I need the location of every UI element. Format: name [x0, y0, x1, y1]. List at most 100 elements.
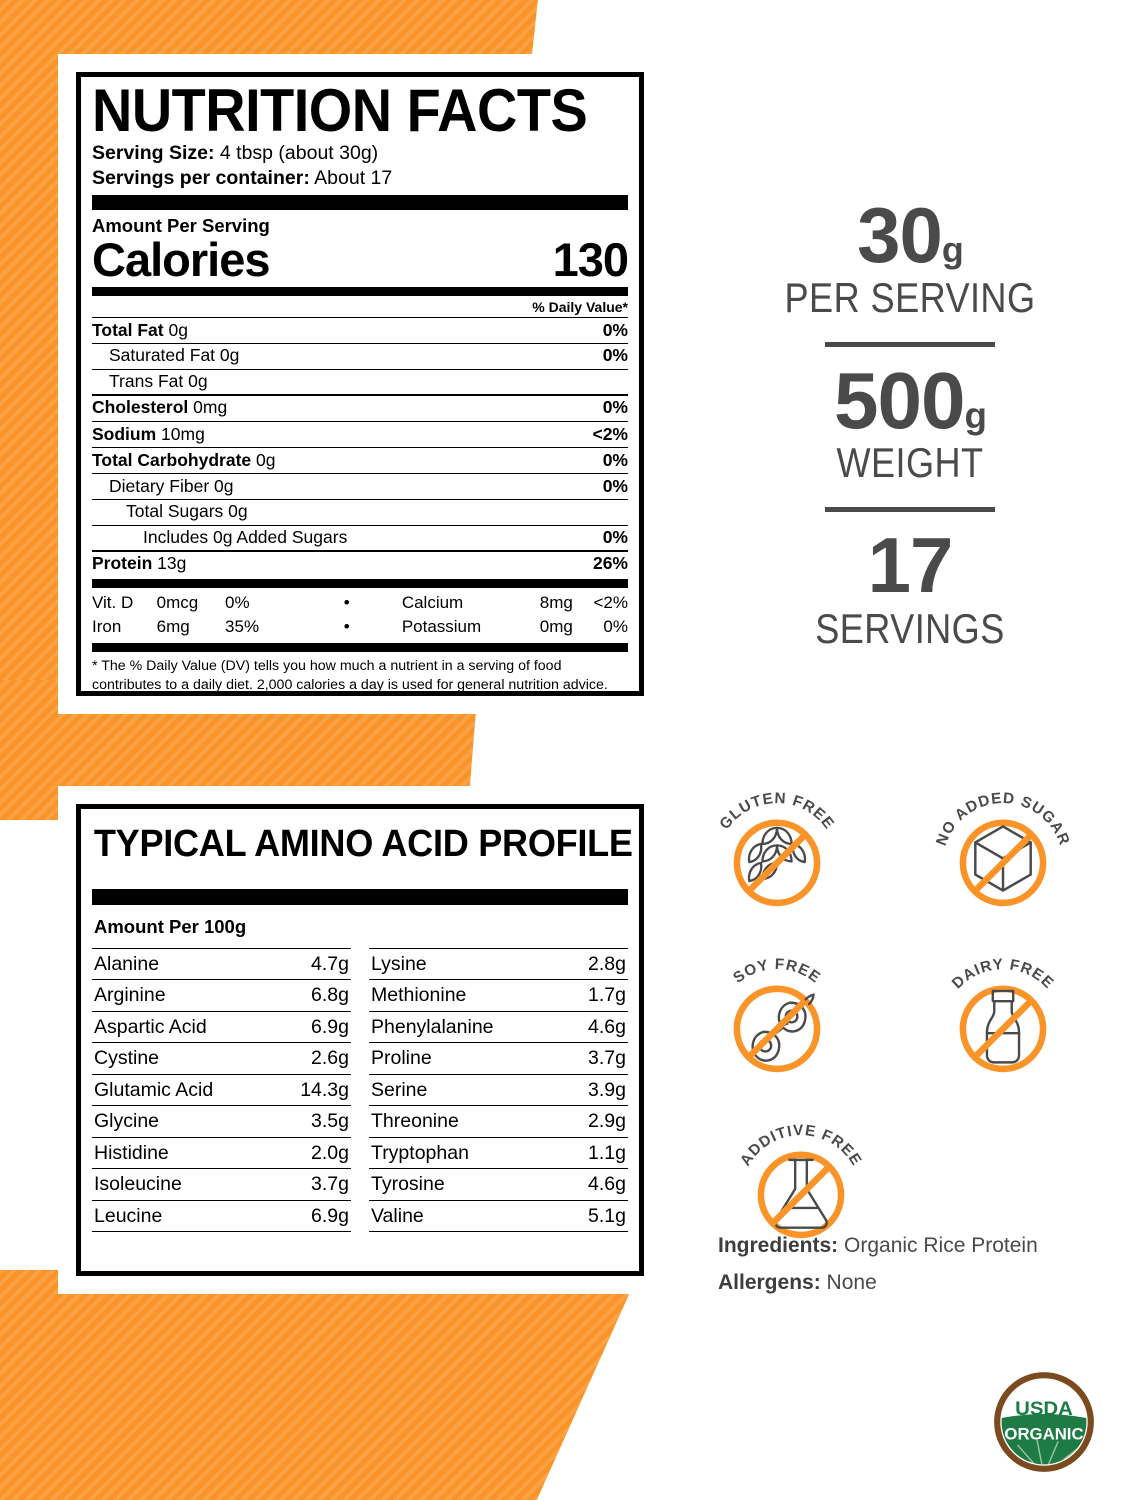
amount-per-serving-label: Amount Per Serving	[92, 215, 270, 237]
daily-value-header: % Daily Value*	[532, 298, 628, 315]
nutrient-row-rule	[92, 524, 628, 526]
micronutrient-left-name: Iron	[92, 616, 122, 636]
micronutrient-left-name: Vit. D	[92, 592, 134, 612]
amino-acid-row: Glutamic Acid 14.3g	[92, 1073, 351, 1105]
nutrient-daily-value: 0%	[602, 319, 628, 340]
amino-acid-name: Valine	[371, 1204, 424, 1227]
amino-acid-row: Alanine 4.7g	[92, 948, 351, 979]
nutrient-row: Total Carbohydrate 0g 0%	[92, 448, 628, 473]
allergens-value: None	[826, 1271, 877, 1294]
stat-divider-2	[825, 507, 995, 513]
calories-label: Calories	[92, 232, 270, 286]
nutrient-name: Protein 13g	[92, 553, 187, 574]
amino-acid-value: 3.7g	[311, 1173, 349, 1196]
allergens-label: Allergens:	[718, 1271, 821, 1294]
nutrient-row-rule	[92, 316, 628, 319]
amino-acid-row: Threonine 2.9g	[369, 1105, 628, 1136]
micronutrient-right-pct: <2%	[593, 592, 629, 612]
calories-value: 130	[552, 232, 629, 286]
badge-icon-sugar-cube-icon: NO ADDED SUGAR	[933, 790, 1072, 907]
nutrient-daily-value: 0%	[602, 449, 628, 470]
stat-per-serving: 30g PER SERVING	[700, 196, 1120, 320]
amino-acid-value: 2.9g	[588, 1110, 626, 1133]
nutrient-daily-value: 0%	[602, 475, 628, 496]
badge-icon-milk-bottle-icon: DAIRY FREE	[949, 956, 1056, 1073]
nutrient-daily-value: 0%	[602, 527, 628, 548]
amino-left-column: Alanine 4.7g Arginine 6.8g Aspartic Acid 6.9g…	[92, 948, 351, 1233]
amino-acid-name: Phenylalanine	[371, 1015, 494, 1038]
badge-row-1: GLUTEN FREE GLUTEN FREE NO ADDED SUGAR	[704, 790, 1104, 948]
nutrient-row-rule	[92, 473, 628, 475]
amino-acid-value: 4.6g	[588, 1015, 626, 1038]
micronutrient-separator-dot: •	[343, 592, 350, 612]
servings-per-container-line: Servings per container: About 17	[92, 166, 628, 191]
nutrition-facts-panel: NUTRITION FACTS Serving Size: 4 tbsp (ab…	[76, 72, 644, 696]
nutrient-row: Protein 13g 26%	[92, 552, 628, 577]
amino-acid-row: Phenylalanine 4.6g	[369, 1010, 628, 1042]
amino-acid-value: 3.9g	[588, 1078, 626, 1101]
allergens-row: Allergens: None	[718, 1272, 1118, 1309]
nutrient-row-rule	[92, 394, 628, 396]
divider-bar-before-vitamins	[92, 578, 628, 588]
stat-weight-label: WEIGHT	[836, 439, 984, 487]
nutrient-name: Total Carbohydrate 0g	[92, 449, 276, 470]
amino-acid-name: Alanine	[94, 953, 160, 975]
amino-acid-name: Threonine	[371, 1110, 459, 1133]
nutrient-name: Total Sugars 0g	[126, 501, 248, 522]
amino-acid-value: 2.8g	[588, 953, 626, 975]
amino-acid-row: Arginine 6.8g	[92, 979, 351, 1010]
nutrient-name: Sodium 10mg	[92, 423, 205, 444]
micronutrient-left-amount: 6mg	[156, 616, 190, 636]
stat-weight: 500g WEIGHT	[700, 361, 1120, 487]
divider-bar-medium	[92, 286, 628, 296]
svg-text:GLUTEN FREE: GLUTEN FREE	[716, 790, 837, 833]
amino-acid-table: Alanine 4.7g Arginine 6.8g Aspartic Acid 6.9g…	[92, 948, 628, 1233]
badge-gluten-free: GLUTEN FREE GLUTEN FREE	[704, 790, 850, 948]
amino-acid-name: Aspartic Acid	[94, 1015, 207, 1038]
amino-right-column: Lysine 2.8g Methionine 1.7g Phenylalanine 4.6…	[369, 948, 628, 1233]
nutrient-row: Total Sugars 0g	[92, 500, 628, 525]
amino-acid-name: Glutamic Acid	[94, 1078, 214, 1101]
micronutrient-rows: Vit. D 0mcg 0% • Calcium 8mg <2% Iron 6mg 35% • Pot…	[92, 588, 628, 641]
amino-acid-value: 6.8g	[311, 984, 349, 1007]
amino-acid-value: 3.7g	[588, 1047, 626, 1070]
badge-dairy-free: DAIRY FREE DAIRY FREE	[930, 956, 1076, 1114]
amino-acid-name: Arginine	[94, 984, 166, 1007]
nutrient-name: Dietary Fiber 0g	[109, 475, 234, 496]
amino-acid-value: 2.0g	[311, 1141, 349, 1164]
serving-size-line: Serving Size: 4 tbsp (about 30g)	[92, 141, 628, 166]
stat-servings-number: 17	[867, 521, 954, 610]
amino-acid-row: Aspartic Acid 6.9g	[92, 1010, 351, 1042]
amino-acid-row: Leucine 6.9g	[92, 1199, 351, 1233]
nutrient-row: Sodium 10mg <2%	[92, 422, 628, 447]
svg-text:USDA: USDA	[1015, 1398, 1073, 1419]
nutrient-row-rule	[92, 342, 628, 344]
amino-acid-value: 1.1g	[588, 1141, 626, 1164]
amino-acid-value: 6.9g	[311, 1204, 349, 1227]
orange-background-bottom	[0, 1270, 640, 1500]
amino-acid-value: 14.3g	[300, 1078, 349, 1101]
nutrient-daily-value: <2%	[592, 423, 628, 444]
amino-acid-row: Isoleucine 3.7g	[92, 1168, 351, 1199]
calories-row: Calories 130	[92, 232, 629, 286]
nutrient-name: Trans Fat 0g	[109, 371, 208, 392]
amino-divider-bar	[92, 889, 628, 905]
amino-acid-name: Serine	[371, 1078, 428, 1101]
usda-organic-seal: USDA ORGANIC	[991, 1369, 1097, 1475]
amino-acid-name: Cystine	[94, 1047, 160, 1070]
amino-acid-name: Leucine	[94, 1204, 163, 1227]
ingredients-value: Organic Rice Protein	[844, 1234, 1038, 1257]
micronutrient-row: Iron 6mg 35% • Potassium 0mg 0%	[92, 615, 628, 639]
svg-text:ADDITIVE FREE: ADDITIVE FREE	[737, 1122, 865, 1169]
badge-row-3: ADDITIVE FREE ADDITIVE FREE	[704, 1122, 1104, 1280]
nutrient-name: Includes 0g Added Sugars	[143, 527, 348, 548]
nutrient-row: Cholesterol 0mg 0%	[92, 396, 628, 421]
divider-bar-before-footnote	[92, 642, 628, 652]
badge-icon-wheat-icon: GLUTEN FREE	[716, 790, 837, 907]
badge-icon-soybean-icon: SOY FREE	[730, 956, 823, 1073]
nutrient-daily-value: 26%	[592, 553, 628, 574]
daily-value-footnote: * The % Daily Value (DV) tells you how m…	[92, 657, 608, 693]
serving-size-value: 4 tbsp (about 30g)	[219, 142, 379, 165]
amino-acid-name: Tyrosine	[371, 1173, 445, 1196]
